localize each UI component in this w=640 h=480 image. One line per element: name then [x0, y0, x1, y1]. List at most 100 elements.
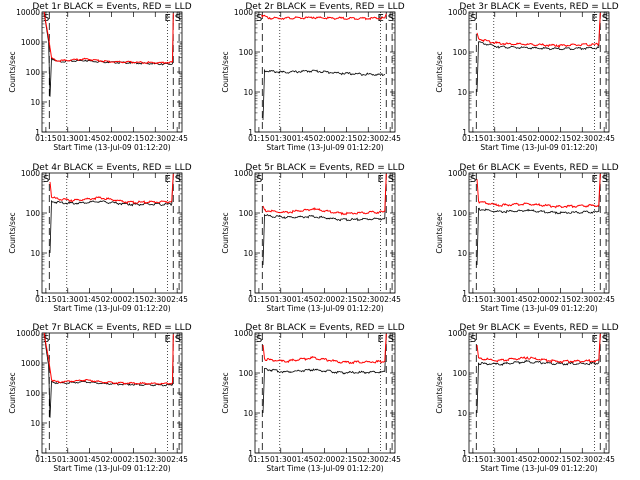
x-tick-label: 02:30: [357, 295, 379, 304]
x-tick-label: 02:30: [144, 134, 166, 143]
y-tick-label: 1000: [234, 169, 253, 178]
start-marker: S: [388, 13, 394, 24]
chart-panel-2: Det 2r BLACK = Events, RED = LLD 1 10 100 10…: [221, 2, 405, 152]
x-tick-label: 01:45: [292, 455, 314, 464]
y-tick-label: 1000: [21, 359, 40, 368]
x-tick-label: 02:30: [571, 455, 593, 464]
y-tick-label: 100: [453, 48, 468, 57]
y-tick-label: 10: [457, 249, 467, 258]
chart-title: Det 3r BLACK = Events, RED = LLD: [459, 2, 618, 12]
end-marker: E: [592, 174, 598, 185]
chart-panel-3: Det 3r BLACK = Events, RED = LLD 1 10 100 10…: [435, 2, 619, 152]
x-tick-label: 01:45: [506, 295, 528, 304]
y-tick-label: 10000: [16, 329, 40, 338]
x-tick-label: 02:15: [550, 295, 572, 304]
x-tick-label: 02:15: [336, 295, 358, 304]
x-axis-label: Start Time (13-Jul-09 01:12:20): [480, 304, 597, 313]
series-lld-line: [476, 12, 601, 48]
x-tick-label: 01:15: [35, 134, 57, 143]
series-events-line: [262, 174, 387, 266]
chart-panel-7: Det 7r BLACK = Events, RED = LLD 1 10 100 10…: [8, 323, 192, 473]
x-tick-label: 02:00: [101, 134, 123, 143]
x-tick-label: 02:30: [357, 134, 379, 143]
start-marker: S: [470, 174, 476, 185]
y-tick-label: 10: [457, 409, 467, 418]
x-tick-label: 01:30: [270, 295, 292, 304]
x-tick-label: 01:30: [484, 134, 506, 143]
x-tick-label: 01:45: [79, 455, 101, 464]
series-events-line: [43, 12, 174, 97]
x-tick-label: 02:45: [379, 295, 401, 304]
chart-title: Det 4r BLACK = Events, RED = LLD: [32, 163, 191, 173]
y-tick-label: 1000: [21, 38, 40, 47]
x-axis-label: Start Time (13-Jul-09 01:12:20): [53, 464, 170, 473]
x-tick-label: 02:15: [336, 134, 358, 143]
x-tick-label: 02:30: [144, 455, 166, 464]
series-events-line: [476, 174, 601, 266]
x-tick-label: 02:00: [101, 295, 123, 304]
x-tick-label: 02:15: [123, 455, 145, 464]
x-tick-label: 01:15: [462, 455, 484, 464]
y-tick-label: 1000: [448, 169, 467, 178]
y-tick-label: 10: [243, 88, 253, 97]
start-marker: S: [388, 334, 394, 345]
x-axis-label: Start Time (13-Jul-09 01:12:20): [266, 464, 383, 473]
series-events-line: [262, 334, 387, 414]
x-tick-label: 01:30: [57, 455, 79, 464]
x-tick-label: 01:15: [35, 295, 57, 304]
chart-panel-1: Det 1r BLACK = Events, RED = LLD 1 10 100 10…: [8, 2, 192, 152]
y-axis-label: Counts/sec: [221, 51, 230, 92]
x-tick-label: 02:45: [379, 134, 401, 143]
series-lld-line: [476, 333, 601, 364]
x-tick-label: 02:30: [357, 455, 379, 464]
y-tick-label: 1: [462, 289, 467, 298]
chart-title: Det 8r BLACK = Events, RED = LLD: [245, 323, 404, 333]
y-tick-label: 1: [35, 289, 40, 298]
y-tick-label: 100: [26, 209, 41, 218]
y-tick-label: 10: [30, 249, 40, 258]
y-tick-label: 100: [239, 209, 254, 218]
start-marker: S: [602, 334, 608, 345]
start-marker: S: [175, 13, 181, 24]
x-tick-label: 02:15: [336, 455, 358, 464]
end-marker: E: [165, 174, 171, 185]
start-marker: S: [43, 174, 49, 185]
start-marker: S: [256, 174, 262, 185]
plot-frame: [468, 172, 610, 294]
x-tick-label: 02:15: [550, 455, 572, 464]
y-tick-label: 10: [243, 249, 253, 258]
series-lld-line: [43, 12, 174, 65]
y-tick-label: 1: [248, 449, 253, 458]
x-tick-label: 02:00: [101, 455, 123, 464]
series-events-line: [49, 174, 174, 254]
end-marker: E: [165, 334, 171, 345]
series-lld-line: [43, 333, 174, 386]
y-tick-label: 1000: [448, 8, 467, 17]
start-marker: S: [602, 174, 608, 185]
x-tick-label: 02:00: [528, 455, 550, 464]
x-axis-label: Start Time (13-Jul-09 01:12:20): [480, 143, 597, 152]
x-tick-label: 01:30: [270, 134, 292, 143]
x-tick-label: 02:45: [379, 455, 401, 464]
y-tick-label: 1000: [448, 329, 467, 338]
series-lld-line: [262, 333, 387, 365]
x-tick-label: 02:00: [528, 295, 550, 304]
end-marker: E: [378, 13, 384, 24]
chart-title: Det 9r BLACK = Events, RED = LLD: [459, 323, 618, 333]
x-axis-label: Start Time (13-Jul-09 01:12:20): [53, 143, 170, 152]
y-tick-label: 100: [26, 389, 41, 398]
x-tick-label: 02:30: [144, 295, 166, 304]
chart-panel-8: Det 8r BLACK = Events, RED = LLD 1 10 100 10…: [221, 323, 405, 473]
y-tick-label: 10: [457, 88, 467, 97]
y-tick-label: 1000: [21, 169, 40, 178]
chart-panel-6: Det 6r BLACK = Events, RED = LLD 1 10 100 10…: [435, 163, 619, 313]
plot-frame: [41, 172, 183, 294]
x-tick-label: 01:45: [79, 134, 101, 143]
x-tick-label: 01:30: [57, 134, 79, 143]
start-marker: S: [43, 334, 49, 345]
y-axis-label: Counts/sec: [435, 372, 444, 413]
end-marker: E: [378, 174, 384, 185]
y-tick-label: 1: [35, 128, 40, 137]
y-tick-label: 1: [462, 449, 467, 458]
